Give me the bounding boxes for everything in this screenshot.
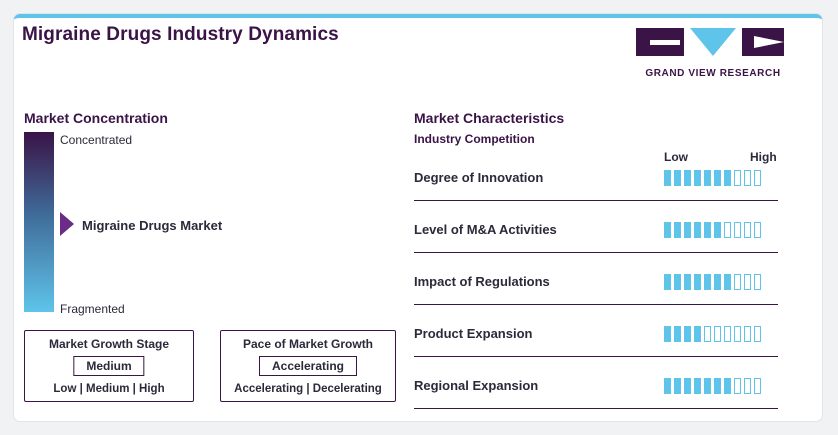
concentration-gradient-bar bbox=[24, 132, 54, 312]
level-segment-filled bbox=[664, 170, 671, 186]
level-segment-filled bbox=[704, 170, 711, 186]
level-segment-filled bbox=[684, 274, 691, 290]
level-segment-filled bbox=[664, 326, 671, 342]
level-segment-empty bbox=[734, 378, 741, 394]
level-segment-filled bbox=[684, 170, 691, 186]
level-segment-empty bbox=[734, 274, 741, 290]
characteristic-label: Impact of Regulations bbox=[414, 274, 550, 289]
level-segment-empty bbox=[754, 274, 761, 290]
characteristic-row: Product Expansion bbox=[414, 314, 778, 366]
level-segment-filled bbox=[674, 274, 681, 290]
page-title: Migraine Drugs Industry Dynamics bbox=[22, 24, 339, 45]
row-divider bbox=[414, 408, 778, 409]
level-segment-empty bbox=[714, 326, 721, 342]
characteristic-label: Degree of Innovation bbox=[414, 170, 544, 185]
row-divider bbox=[414, 304, 778, 305]
level-segment-filled bbox=[714, 274, 721, 290]
level-segment-filled bbox=[694, 170, 701, 186]
level-segment-empty bbox=[754, 170, 761, 186]
level-segment-filled bbox=[674, 170, 681, 186]
level-segment-filled bbox=[684, 378, 691, 394]
level-segment-filled bbox=[694, 326, 701, 342]
characteristic-row: Impact of Regulations bbox=[414, 262, 778, 314]
level-segment-empty bbox=[744, 274, 751, 290]
characteristics-subheading: Industry Competition bbox=[414, 132, 535, 146]
characteristic-label: Level of M&A Activities bbox=[414, 222, 557, 237]
level-segment-filled bbox=[664, 222, 671, 238]
characteristics-heading: Market Characteristics bbox=[414, 110, 565, 126]
market-marker-icon bbox=[60, 212, 74, 236]
market-marker-label: Migraine Drugs Market bbox=[82, 218, 223, 233]
level-segment-empty bbox=[754, 326, 761, 342]
characteristic-level-scale bbox=[664, 326, 761, 342]
growth-stage-box: Market Growth Stage Medium Low | Medium … bbox=[24, 330, 194, 402]
level-segment-filled bbox=[694, 222, 701, 238]
level-segment-empty bbox=[744, 326, 751, 342]
row-divider bbox=[414, 252, 778, 253]
grand-view-research-logo: GRAND VIEW RESEARCH bbox=[632, 28, 794, 82]
growth-pace-title: Pace of Market Growth bbox=[242, 337, 374, 351]
concentrated-label: Concentrated bbox=[60, 133, 133, 147]
level-segment-empty bbox=[734, 326, 741, 342]
growth-pace-options: Accelerating | Decelerating bbox=[234, 383, 382, 395]
growth-pace-value: Accelerating bbox=[258, 356, 358, 376]
characteristic-row: Degree of Innovation bbox=[414, 158, 778, 210]
level-segment-empty bbox=[744, 378, 751, 394]
logo-icon bbox=[636, 28, 784, 56]
level-segment-empty bbox=[744, 170, 751, 186]
level-segment-filled bbox=[684, 326, 691, 342]
level-segment-empty bbox=[734, 170, 741, 186]
level-segment-filled bbox=[704, 378, 711, 394]
level-segment-filled bbox=[704, 222, 711, 238]
level-segment-filled bbox=[664, 378, 671, 394]
level-segment-filled bbox=[724, 170, 731, 186]
level-segment-filled bbox=[704, 274, 711, 290]
level-segment-empty bbox=[734, 222, 741, 238]
characteristic-label: Regional Expansion bbox=[414, 378, 539, 393]
level-segment-empty bbox=[754, 378, 761, 394]
growth-stage-title: Market Growth Stage bbox=[48, 337, 170, 351]
characteristic-row: Level of M&A Activities bbox=[414, 210, 778, 262]
level-segment-empty bbox=[724, 326, 731, 342]
row-divider bbox=[414, 200, 778, 201]
fragmented-label: Fragmented bbox=[60, 302, 125, 316]
row-divider bbox=[414, 356, 778, 357]
dynamics-card bbox=[14, 14, 822, 421]
scale-high-label: High bbox=[750, 150, 777, 164]
level-segment-filled bbox=[714, 170, 721, 186]
logo-text: GRAND VIEW RESEARCH bbox=[645, 68, 781, 79]
level-segment-filled bbox=[674, 326, 681, 342]
level-segment-filled bbox=[694, 378, 701, 394]
concentration-heading: Market Concentration bbox=[24, 110, 168, 126]
level-segment-filled bbox=[684, 222, 691, 238]
characteristic-level-scale bbox=[664, 170, 761, 186]
characteristic-level-scale bbox=[664, 274, 761, 290]
growth-pace-box: Pace of Market Growth Accelerating Accel… bbox=[220, 330, 396, 402]
level-segment-filled bbox=[674, 222, 681, 238]
level-segment-empty bbox=[704, 326, 711, 342]
level-segment-filled bbox=[674, 378, 681, 394]
characteristic-label: Product Expansion bbox=[414, 326, 533, 341]
level-segment-filled bbox=[694, 274, 701, 290]
level-segment-empty bbox=[754, 222, 761, 238]
growth-stage-value: Medium bbox=[73, 356, 145, 376]
level-segment-filled bbox=[724, 378, 731, 394]
characteristic-level-scale bbox=[664, 222, 761, 238]
scale-low-label: Low bbox=[664, 150, 688, 164]
level-segment-filled bbox=[714, 222, 721, 238]
level-segment-filled bbox=[714, 378, 721, 394]
level-segment-empty bbox=[744, 222, 751, 238]
level-segment-filled bbox=[664, 274, 671, 290]
characteristic-row: Regional Expansion bbox=[414, 366, 778, 418]
characteristic-level-scale bbox=[664, 378, 761, 394]
growth-stage-options: Low | Medium | High bbox=[53, 383, 165, 395]
level-segment-filled bbox=[724, 274, 731, 290]
level-segment-empty bbox=[724, 222, 731, 238]
